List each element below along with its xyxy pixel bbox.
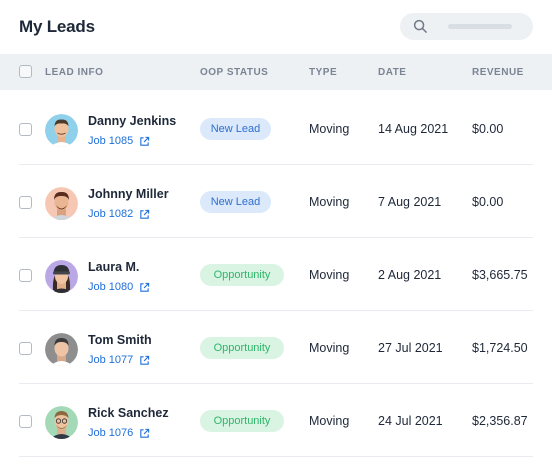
lead-type: Moving xyxy=(309,122,350,136)
row-checkbox[interactable] xyxy=(19,415,32,428)
avatar xyxy=(45,406,78,439)
avatar xyxy=(45,260,78,293)
table-row[interactable]: Tom Smith Job 1077 Opportunity Moving 27… xyxy=(0,311,552,384)
avatar xyxy=(45,187,78,220)
lead-revenue: $2,356.87 xyxy=(472,414,528,428)
lead-name: Rick Sanchez xyxy=(88,406,169,420)
job-link-label: Job 1077 xyxy=(88,354,134,366)
status-badge: Opportunity xyxy=(200,410,284,432)
search-placeholder-bar xyxy=(448,24,512,29)
table-row[interactable]: Danny Jenkins Job 1085 New Lead Moving 1… xyxy=(0,92,552,165)
status-badge: New Lead xyxy=(200,118,271,140)
row-divider xyxy=(19,456,533,457)
lead-revenue: $1,724.50 xyxy=(472,341,528,355)
lead-date: 2 Aug 2021 xyxy=(378,268,442,282)
job-link-label: Job 1076 xyxy=(88,427,134,439)
row-divider xyxy=(19,237,533,238)
row-checkbox[interactable] xyxy=(19,342,32,355)
search-input[interactable] xyxy=(400,13,533,40)
lead-type: Moving xyxy=(309,341,350,355)
external-link-icon xyxy=(140,428,150,438)
lead-name: Danny Jenkins xyxy=(88,114,177,128)
lead-date: 14 Aug 2021 xyxy=(378,122,449,136)
job-link-label: Job 1082 xyxy=(88,208,134,220)
lead-name: Laura M. xyxy=(88,260,140,274)
status-badge: Opportunity xyxy=(200,337,284,359)
table-header: LEAD INFO OOP STATUS TYPE DATE REVENUE xyxy=(0,54,552,90)
column-header-type[interactable]: TYPE xyxy=(309,67,338,78)
external-link-icon xyxy=(140,355,150,365)
external-link-icon xyxy=(140,209,150,219)
avatar xyxy=(45,333,78,366)
lead-name: Johnny Miller xyxy=(88,187,169,201)
page-header: My Leads xyxy=(0,0,552,54)
lead-date: 7 Aug 2021 xyxy=(378,195,442,209)
job-link[interactable]: Job 1077 xyxy=(88,354,150,366)
search-icon xyxy=(413,19,427,33)
row-divider xyxy=(19,310,533,311)
row-divider xyxy=(19,164,533,165)
row-divider xyxy=(19,383,533,384)
lead-revenue: $0.00 xyxy=(472,195,504,209)
lead-date: 27 Jul 2021 xyxy=(378,341,443,355)
job-link[interactable]: Job 1080 xyxy=(88,281,150,293)
job-link[interactable]: Job 1076 xyxy=(88,427,150,439)
job-link-label: Job 1085 xyxy=(88,135,134,147)
lead-type: Moving xyxy=(309,268,350,282)
external-link-icon xyxy=(140,282,150,292)
job-link[interactable]: Job 1082 xyxy=(88,208,150,220)
job-link-label: Job 1080 xyxy=(88,281,134,293)
status-badge: New Lead xyxy=(200,191,271,213)
lead-date: 24 Jul 2021 xyxy=(378,414,443,428)
lead-type: Moving xyxy=(309,195,350,209)
table-row[interactable]: Laura M. Job 1080 Opportunity Moving 2 A… xyxy=(0,238,552,311)
page-title: My Leads xyxy=(19,17,95,36)
row-checkbox[interactable] xyxy=(19,196,32,209)
lead-name: Tom Smith xyxy=(88,333,152,347)
column-header-lead-info[interactable]: LEAD INFO xyxy=(45,67,104,78)
external-link-icon xyxy=(140,136,150,146)
lead-revenue: $3,665.75 xyxy=(472,268,528,282)
row-checkbox[interactable] xyxy=(19,123,32,136)
avatar xyxy=(45,114,78,147)
column-header-oop-status[interactable]: OOP STATUS xyxy=(200,67,269,78)
select-all-checkbox[interactable] xyxy=(19,65,32,78)
table-row[interactable]: Rick Sanchez Job 1076 Opportunity Moving… xyxy=(0,384,552,457)
status-badge: Opportunity xyxy=(200,264,284,286)
lead-revenue: $0.00 xyxy=(472,122,504,136)
column-header-date[interactable]: DATE xyxy=(378,67,407,78)
lead-type: Moving xyxy=(309,414,350,428)
column-header-revenue[interactable]: REVENUE xyxy=(472,67,524,78)
table-row[interactable]: Johnny Miller Job 1082 New Lead Moving 7… xyxy=(0,165,552,238)
row-checkbox[interactable] xyxy=(19,269,32,282)
job-link[interactable]: Job 1085 xyxy=(88,135,150,147)
